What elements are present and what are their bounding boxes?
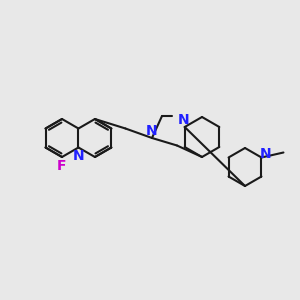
Text: N: N [146,124,158,138]
Text: N: N [178,113,190,127]
Text: N: N [260,146,271,161]
Text: F: F [56,159,66,173]
Text: N: N [73,148,84,163]
